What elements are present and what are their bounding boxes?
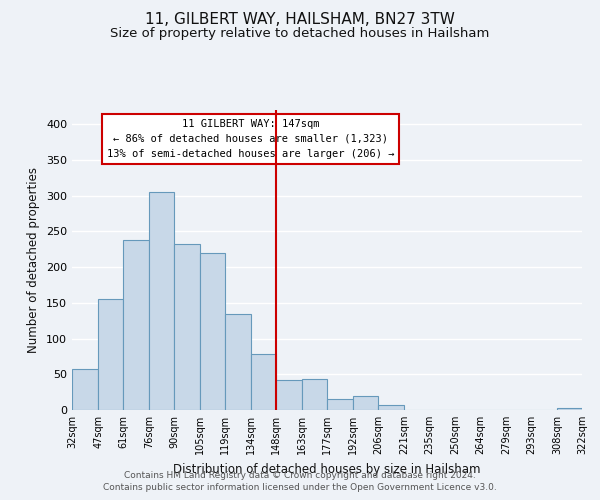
Bar (353, 396, 378, 410)
Bar (98, 300, 123, 410)
Bar (174, 244, 200, 410)
Bar (123, 240, 149, 410)
Bar (327, 400, 353, 410)
Y-axis label: Number of detached properties: Number of detached properties (28, 167, 40, 353)
Bar (557, 408, 582, 410)
Bar (72, 370, 98, 410)
Bar (149, 192, 174, 410)
Bar (225, 314, 251, 410)
Text: Size of property relative to detached houses in Hailsham: Size of property relative to detached ho… (110, 28, 490, 40)
Text: Contains HM Land Registry data © Crown copyright and database right 2024.: Contains HM Land Registry data © Crown c… (124, 471, 476, 480)
Text: 11, GILBERT WAY, HAILSHAM, BN27 3TW: 11, GILBERT WAY, HAILSHAM, BN27 3TW (145, 12, 455, 28)
Bar (200, 253, 225, 410)
X-axis label: Distribution of detached houses by size in Hailsham: Distribution of detached houses by size … (173, 462, 481, 475)
Bar (276, 380, 302, 410)
Bar (378, 405, 404, 410)
Bar (251, 354, 276, 410)
Text: Contains public sector information licensed under the Open Government Licence v3: Contains public sector information licen… (103, 484, 497, 492)
Bar (302, 380, 327, 410)
Text: 11 GILBERT WAY: 147sqm
← 86% of detached houses are smaller (1,323)
13% of semi-: 11 GILBERT WAY: 147sqm ← 86% of detached… (107, 119, 394, 158)
